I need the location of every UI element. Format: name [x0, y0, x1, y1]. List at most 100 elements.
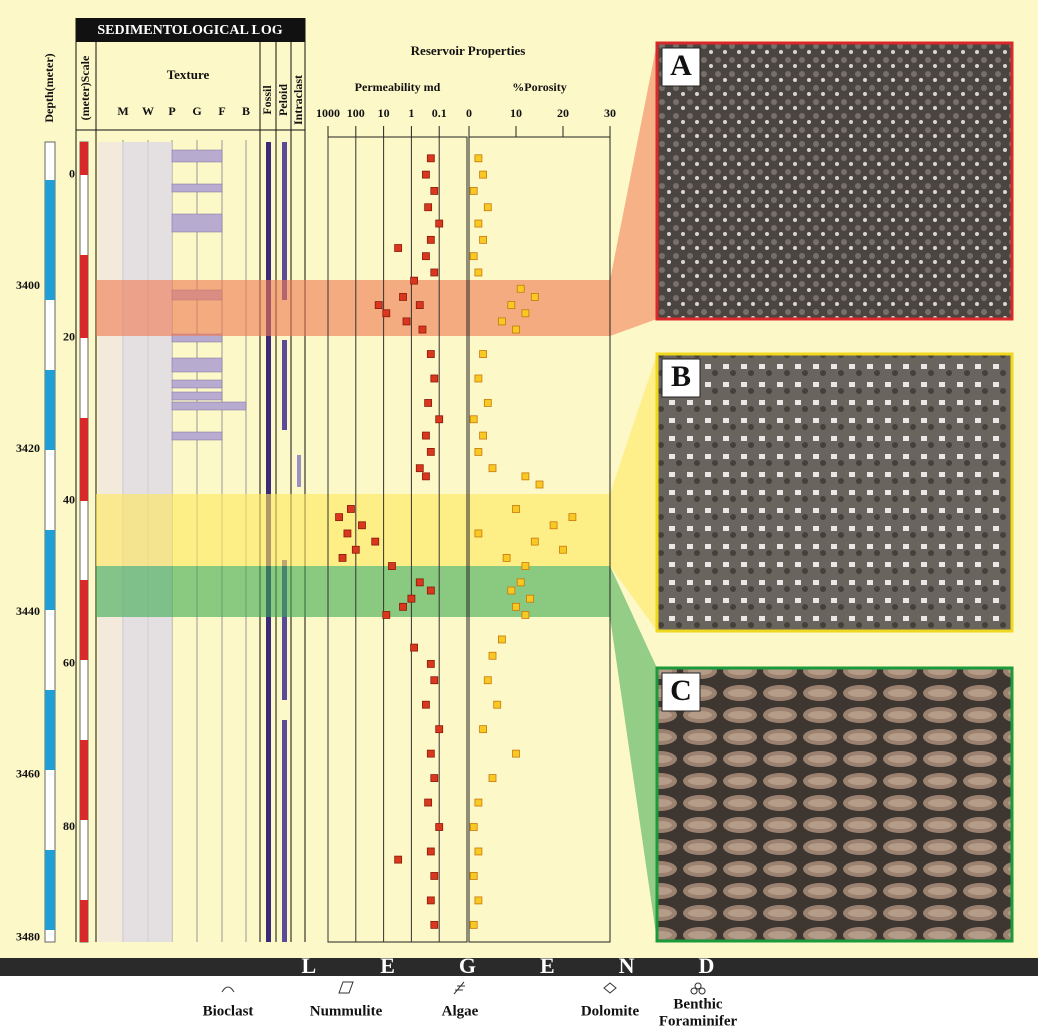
figure: SEDIMENTOLOGICAL LOG Texture Reservoir P… [0, 0, 1038, 1033]
data-point [427, 848, 434, 855]
data-point [475, 269, 482, 276]
data-point [527, 595, 534, 602]
grain-bar [172, 358, 222, 372]
scale-stripe [80, 255, 88, 338]
data-point [484, 204, 491, 211]
data-point [416, 465, 423, 472]
data-point [475, 799, 482, 806]
photo [657, 668, 1012, 941]
x-tick-label: 30 [604, 106, 616, 120]
grain-bar [172, 150, 222, 162]
peloid-bar [282, 720, 287, 942]
data-point [513, 750, 520, 757]
legend-icon [691, 983, 705, 994]
depth-stripe [45, 850, 55, 930]
x-tick-label: 10 [378, 106, 390, 120]
depth-tick-label: 3460 [16, 767, 40, 781]
data-point [383, 611, 390, 618]
texture-class: F [218, 104, 225, 118]
data-point [436, 824, 443, 831]
peloid-bar [282, 142, 287, 300]
scale-tick-label: 80 [63, 819, 75, 833]
chart-title: %Porosity [512, 80, 566, 94]
photo-label: A [670, 49, 692, 82]
data-point [470, 416, 477, 423]
data-point [425, 399, 432, 406]
data-point [484, 677, 491, 684]
data-point [475, 375, 482, 382]
data-point [416, 579, 423, 586]
data-point [508, 587, 515, 594]
data-point [416, 302, 423, 309]
component-label: Fossil [260, 85, 274, 115]
data-point [503, 554, 510, 561]
data-point [508, 302, 515, 309]
data-point [489, 652, 496, 659]
legend-label: Bioclast [203, 1003, 254, 1019]
data-point [489, 465, 496, 472]
texture-class: G [192, 104, 201, 118]
depth-tick-label: 3440 [16, 604, 40, 618]
scale-label: (meter)Scale [78, 55, 92, 120]
legend-label: Nummulite [310, 1003, 383, 1019]
data-point [475, 897, 482, 904]
component-label: Peloid [276, 84, 290, 116]
data-point [475, 448, 482, 455]
data-point [427, 155, 434, 162]
data-point [408, 595, 415, 602]
legend-label: Benthic [673, 996, 723, 1012]
data-point [427, 897, 434, 904]
legend-icon [339, 982, 353, 993]
zone-band [96, 494, 610, 566]
data-point [422, 253, 429, 260]
data-point [494, 701, 501, 708]
data-point [470, 872, 477, 879]
data-point [470, 824, 477, 831]
data-point [484, 399, 491, 406]
scale-tick-label: 20 [63, 329, 75, 343]
grain-bar [172, 402, 246, 410]
data-point [419, 326, 426, 333]
data-point [569, 514, 576, 521]
intraclast-bar [297, 455, 301, 487]
depth-tick-label: 3400 [16, 278, 40, 292]
data-point [522, 473, 529, 480]
texture-class: P [168, 104, 175, 118]
data-point [475, 220, 482, 227]
data-point [403, 318, 410, 325]
data-point [344, 530, 351, 537]
texture-class: M [117, 104, 128, 118]
data-point [375, 302, 382, 309]
data-point [513, 603, 520, 610]
grain-bar [172, 214, 222, 232]
data-point [422, 473, 429, 480]
grain-bar [172, 380, 222, 388]
data-point [531, 538, 538, 545]
data-point [411, 644, 418, 651]
data-point [513, 505, 520, 512]
data-point [513, 326, 520, 333]
data-point [522, 563, 529, 570]
data-point [336, 514, 343, 521]
data-point [422, 171, 429, 178]
scale-tick-label: 40 [63, 493, 75, 507]
scale-tick-label: 60 [63, 656, 75, 670]
grain-bar [172, 184, 222, 192]
reservoir-title: Reservoir Properties [411, 43, 526, 58]
data-point [531, 293, 538, 300]
x-tick-label: 0 [466, 106, 472, 120]
legend-label: Dolomite [581, 1003, 640, 1019]
data-point [395, 245, 402, 252]
component-label: Intraclast [291, 75, 305, 125]
data-point [480, 726, 487, 733]
data-point [400, 293, 407, 300]
data-point [470, 921, 477, 928]
data-point [517, 285, 524, 292]
depth-stripe [45, 530, 55, 610]
data-point [550, 522, 557, 529]
photo [657, 354, 1012, 631]
data-point [383, 310, 390, 317]
data-point [358, 522, 365, 529]
data-point [372, 538, 379, 545]
data-point [352, 546, 359, 553]
